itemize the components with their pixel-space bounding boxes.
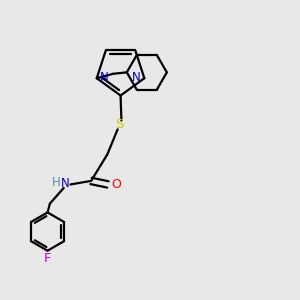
Text: N: N: [132, 70, 141, 84]
Text: N: N: [100, 70, 109, 84]
Text: F: F: [44, 252, 51, 265]
Text: H: H: [52, 176, 61, 190]
Text: O: O: [111, 178, 121, 191]
Text: S: S: [115, 118, 123, 131]
Text: N: N: [61, 177, 70, 190]
